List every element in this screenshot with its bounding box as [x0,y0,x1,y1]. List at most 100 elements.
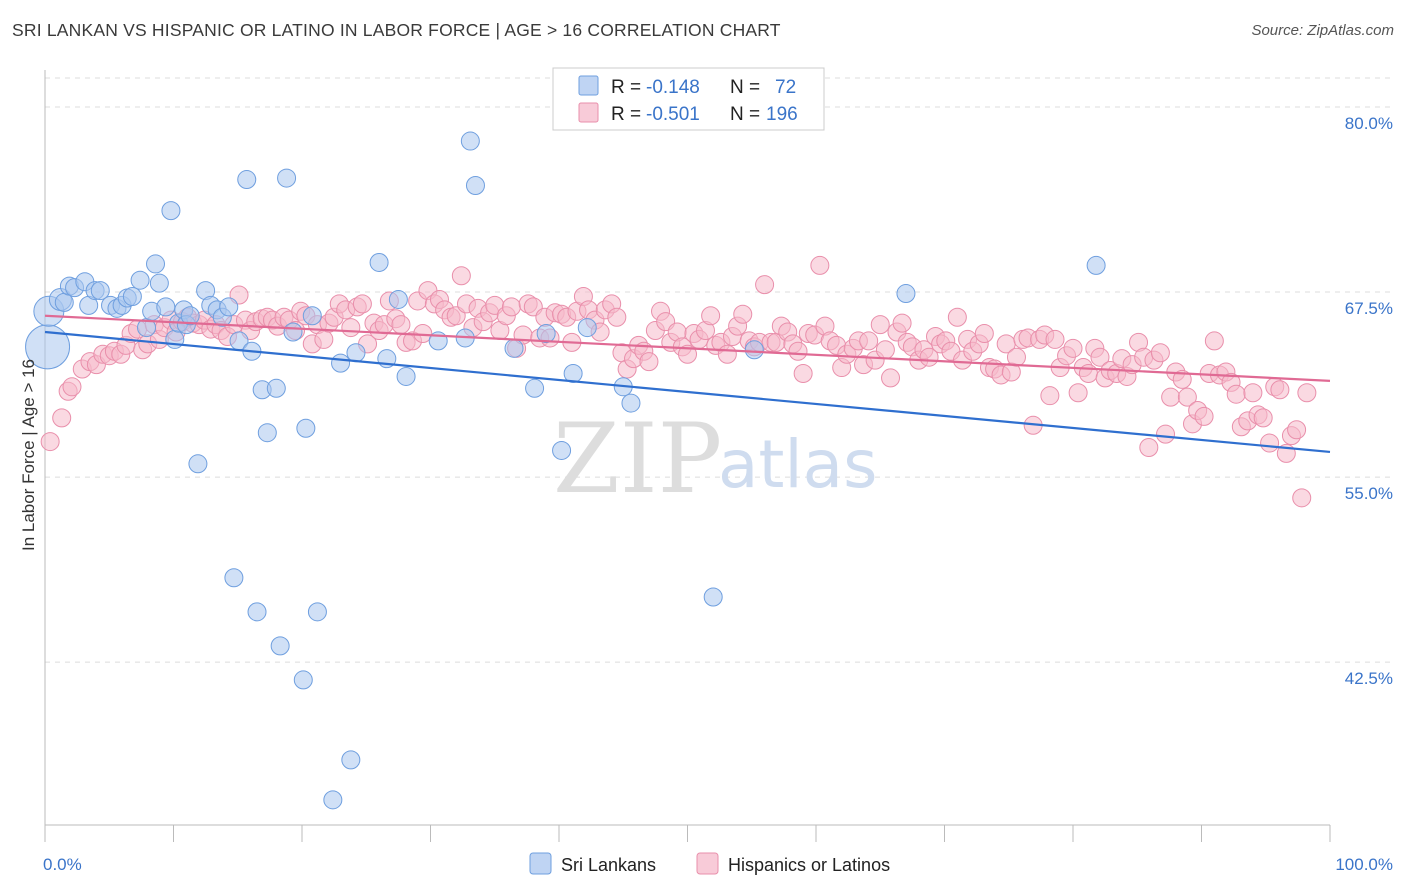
data-point [504,338,524,358]
data-point [947,307,967,327]
data-point [188,454,208,474]
data-point [1156,424,1176,444]
data-point [1086,255,1106,275]
grid-lines [45,77,1392,663]
legend-n-value-0: 72 [775,77,796,98]
data-point [52,408,72,428]
data-point [1172,369,1192,389]
data-point [247,602,267,622]
y-axis-label: In Labor Force | Age > 16 [19,359,38,551]
data-point [577,318,597,338]
data-point [1226,384,1246,404]
data-point [536,324,556,344]
data-point [352,294,372,314]
x-tick-labels: 0.0% 100.0% [43,855,1393,874]
data-point [525,378,545,398]
data-point [1063,338,1083,358]
data-point [875,340,895,360]
legend-n-value-1: 196 [766,104,798,125]
legend-n-label-1: N = [730,104,760,125]
data-point [296,418,316,438]
trend-line-srilankans [44,330,1331,454]
legend-swatch-srilankans [578,75,599,96]
data-point [62,377,82,397]
data-point [270,636,290,656]
data-point [1150,343,1170,363]
watermark-atlas: atlas [718,426,878,503]
data-point [180,306,200,326]
bottom-legend-label-hispanics: Hispanics or Latinos [728,855,890,875]
data-point [1253,408,1273,428]
y-tick-labels: 42.5% 55.0% 67.5% 80.0% [1345,114,1393,688]
watermark-zip: ZIP [553,403,722,515]
data-point [302,306,322,326]
data-point [896,284,916,304]
data-point [563,363,583,383]
data-point [1045,329,1065,349]
legend-r-value-0: -0.148 [646,77,700,98]
chart-source: Source: ZipAtlas.com [1251,22,1394,39]
data-point [621,393,641,413]
data-point [149,273,169,293]
data-point [607,307,627,327]
data-point [451,266,471,286]
data-point [1287,420,1307,440]
legend-swatch-hispanics [578,102,599,123]
data-point [1068,383,1088,403]
data-point [1292,488,1312,508]
data-point [1204,331,1224,351]
y-tick-label: 67.5% [1345,299,1393,318]
data-point [219,297,239,317]
data-point [1090,347,1110,367]
data-point [391,315,411,335]
data-point [744,340,764,360]
legend-n-label-0: N = [730,77,760,98]
data-point [733,304,753,324]
bottom-legend-swatch-srilankans [529,852,552,875]
data-point [1177,387,1197,407]
trend-line-hispanics [44,314,1331,382]
data-point [283,322,303,342]
data-point [1297,383,1317,403]
data-point [161,201,181,221]
data-point [346,343,366,363]
data-point [257,423,277,443]
data-point [1194,406,1214,426]
chart-title: SRI LANKAN VS HISPANIC OR LATINO IN LABO… [12,20,781,40]
data-point [793,363,813,383]
data-point [314,329,334,349]
data-point [717,344,737,364]
data-point [277,168,297,188]
data-point [892,313,912,333]
data-point [881,368,901,388]
data-point [1006,347,1026,367]
data-point [1161,387,1181,407]
data-point [369,252,389,272]
bottom-legend-swatch-hispanics [696,852,719,875]
data-point [501,297,521,317]
data-point [237,170,257,190]
data-point [974,324,994,344]
data-point [810,255,830,275]
data-point [323,790,343,810]
data-point [870,315,890,335]
legend-r-label-0: R = [611,77,641,98]
data-point [1270,380,1290,400]
y-tick-label: 55.0% [1345,484,1393,503]
series-legend: Sri Lankans Hispanics or Latinos [529,852,890,875]
data-point [1139,438,1159,457]
data-point [701,306,721,326]
data-point [90,281,110,301]
data-point [639,352,659,372]
data-point [1243,383,1263,403]
data-point [396,366,416,386]
data-point [1078,363,1098,383]
data-point [146,254,166,274]
data-point [678,344,697,364]
data-point [788,341,808,361]
bottom-legend-label-srilankans: Sri Lankans [561,855,656,875]
data-point [552,440,572,460]
data-point [266,378,286,398]
x-tick-label: 0.0% [43,855,82,874]
